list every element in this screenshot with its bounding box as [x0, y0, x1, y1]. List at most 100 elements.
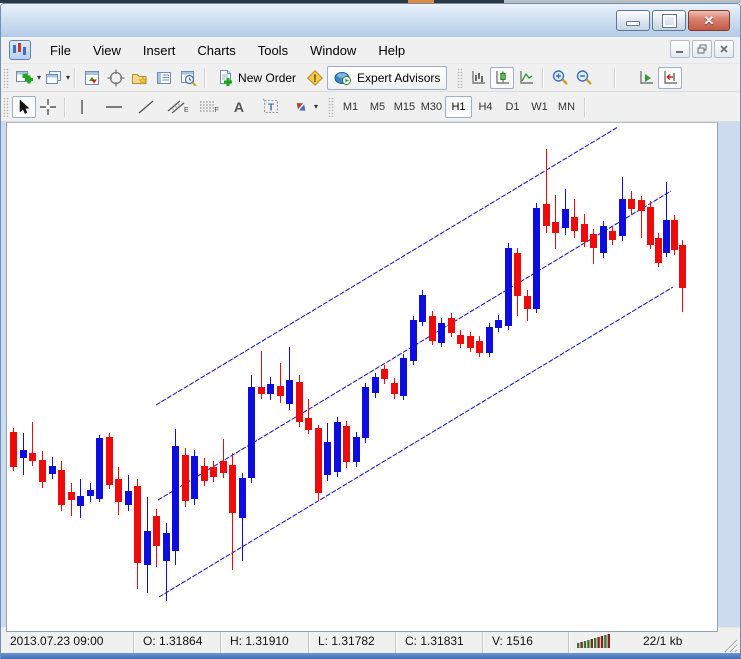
mdi-close-icon — [720, 45, 728, 53]
maximize-button[interactable] — [652, 10, 686, 31]
mt4-window: ✕ File View Insert Charts Tools Window H… — [0, 3, 741, 659]
timeframe-mn-button[interactable]: MN — [557, 100, 576, 113]
maximize-icon — [661, 13, 677, 28]
candlestick-chart-icon — [496, 70, 509, 84]
traffic-counter: 22/1 kb — [643, 633, 683, 648]
data-window-button[interactable] — [104, 67, 128, 89]
fibonacci-icon — [199, 100, 214, 112]
status-low-value: L: 1.31782 — [309, 628, 396, 653]
svg-text:T: T — [268, 103, 274, 114]
bar-chart-button[interactable] — [466, 67, 490, 89]
window-controls: ✕ — [616, 10, 730, 31]
horizontal-line-tool-button[interactable] — [102, 96, 126, 118]
line-chart-button[interactable] — [514, 67, 538, 89]
close-icon: ✕ — [703, 13, 715, 28]
arrows-dropdown[interactable]: ▾ — [313, 102, 318, 111]
navigator-button[interactable] — [128, 67, 152, 89]
close-button[interactable]: ✕ — [688, 10, 730, 31]
timeframe-m5-button[interactable]: M5 — [369, 100, 386, 113]
menu-insert[interactable]: Insert — [142, 42, 176, 58]
toolbar-separator — [614, 67, 617, 88]
fibonacci-tool-button[interactable]: F — [197, 96, 221, 118]
line-studies-toolbar: E F A T ▾ M1 M5 M15 M30 H1 — [1, 92, 740, 122]
timeframe-m1-button[interactable]: M1 — [342, 100, 359, 113]
toolbar-grip[interactable] — [3, 96, 9, 117]
trendline-tool-button[interactable] — [134, 96, 158, 118]
chart-shift-icon — [664, 70, 677, 84]
toolbar-grip[interactable] — [3, 67, 9, 88]
vertical-line-tool-button[interactable] — [70, 96, 94, 118]
menu-help[interactable]: Help — [378, 42, 406, 58]
market-watch-button[interactable] — [80, 67, 104, 89]
toolbar-grip[interactable] — [327, 96, 334, 117]
profiles-icon — [45, 70, 61, 84]
chart-shift-button[interactable] — [658, 66, 683, 89]
text-label-tool-button[interactable]: T — [259, 96, 283, 118]
chart-window[interactable] — [6, 122, 718, 632]
status-bar-time: 2013.07.23 09:00 — [1, 628, 134, 653]
status-volume-value: V: 1516 — [483, 628, 569, 653]
mdi-window-controls — [670, 40, 734, 58]
expert-advisors-icon — [334, 71, 352, 85]
new-order-button[interactable]: New Order — [210, 67, 303, 89]
toolbar-separator — [204, 67, 207, 88]
new-chart-button[interactable] — [12, 67, 36, 89]
cursor-tool-button[interactable] — [12, 95, 36, 118]
resize-grip[interactable] — [722, 637, 738, 653]
text-tool-button[interactable]: A — [227, 96, 251, 118]
minimize-button[interactable] — [616, 10, 650, 31]
menu-charts[interactable]: Charts — [197, 42, 236, 58]
auto-scroll-button[interactable] — [634, 67, 658, 89]
menu-view[interactable]: View — [92, 42, 121, 58]
timeframe-m15-button[interactable]: M15 — [393, 100, 416, 113]
text-icon: A — [233, 98, 245, 115]
expert-advisors-button[interactable]: Expert Advisors — [327, 65, 448, 90]
arrows-tool-button[interactable] — [289, 96, 313, 118]
toolbar-separator — [64, 96, 66, 117]
zoom-in-icon — [553, 70, 569, 85]
app-logo-icon — [9, 40, 31, 60]
community-alert-button[interactable]: ! — [303, 67, 327, 89]
crosshair-icon — [40, 98, 56, 115]
equidistant-channel-icon — [167, 100, 185, 113]
candlestick-chart-button[interactable] — [490, 66, 515, 89]
window-bottom-border — [1, 653, 740, 659]
mdi-minimize-icon — [676, 51, 683, 53]
terminal-icon — [157, 71, 172, 84]
mdi-close-button[interactable] — [714, 40, 734, 58]
arrows-icon — [296, 102, 306, 111]
connection-bars-icon — [577, 633, 613, 648]
zoom-out-button[interactable] — [572, 67, 596, 89]
candlestick-chart[interactable] — [7, 123, 717, 631]
auto-scroll-icon — [640, 70, 653, 84]
equidistant-channel-tool-button[interactable]: E — [166, 96, 191, 118]
new-chart-icon — [15, 70, 33, 83]
toolbar-separator — [542, 67, 545, 88]
strategy-tester-button[interactable] — [176, 67, 200, 89]
crosshair-tool-button[interactable] — [36, 96, 60, 118]
expert-advisors-label: Expert Advisors — [357, 70, 441, 85]
status-close-value: C: 1.31831 — [396, 628, 483, 653]
new-chart-dropdown[interactable]: ▾ — [37, 73, 42, 82]
toolbar-grip[interactable] — [457, 67, 464, 88]
timeframe-w1-button[interactable]: W1 — [531, 100, 548, 113]
timeframe-h1-button[interactable]: H1 — [444, 95, 472, 118]
menu-bar: File View Insert Charts Tools Window Hel… — [1, 37, 740, 64]
horizontal-line-icon — [106, 105, 122, 108]
strategy-tester-icon — [180, 70, 197, 86]
terminal-button[interactable] — [152, 67, 176, 89]
timeframe-m30-button[interactable]: M30 — [420, 100, 443, 113]
profiles-button[interactable] — [41, 67, 65, 89]
profiles-dropdown[interactable]: ▾ — [66, 73, 71, 82]
timeframe-d1-button[interactable]: D1 — [505, 100, 520, 113]
menu-window[interactable]: Window — [310, 42, 357, 58]
mdi-restore-button[interactable] — [692, 40, 712, 58]
menu-file[interactable]: File — [50, 42, 71, 58]
timeframe-h4-button[interactable]: H4 — [478, 100, 493, 113]
mdi-minimize-button[interactable] — [670, 40, 690, 58]
market-watch-icon — [85, 70, 100, 85]
menu-tools[interactable]: Tools — [257, 42, 289, 58]
zoom-in-button[interactable] — [548, 67, 572, 89]
channel-subscript: E — [184, 107, 189, 114]
line-chart-icon — [520, 70, 533, 84]
